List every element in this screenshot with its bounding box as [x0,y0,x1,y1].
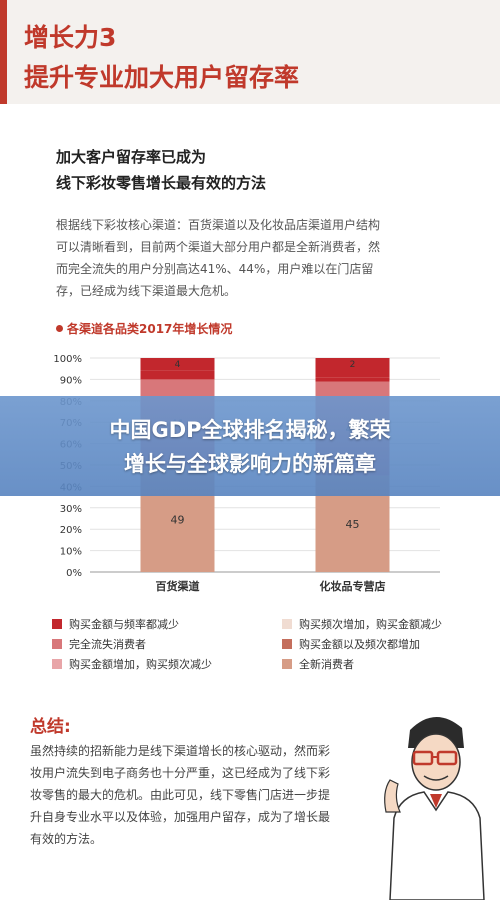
y-tick-label: 20% [60,525,82,536]
intro-line: 而完全流失的用户分别高达41%、44%，用户难以在门店留 [56,262,374,276]
chart-title: 各渠道各品类2017年增长情况 [56,320,232,337]
intro-line: 根据线下彩妆核心渠道：百货渠道以及化妆品店渠道用户结构 [56,218,381,232]
legend-item: 购买金额与频率都减少 [52,616,179,632]
header-title-line1: 增长力3 [24,23,117,52]
bar-segment [140,370,215,380]
subtitle-line2: 线下彩妆零售增长最有效的方法 [56,174,267,192]
header-accent-bar [0,0,7,104]
legend-swatch [282,659,292,669]
summary-paragraph: 虽然持续的招新能力是线下渠道增长的核心驱动，然而彩 妆用户流失到电子商务也十分严… [30,740,330,850]
summary-line: 妆用户流失到电子商务也十分严重，这已经成为了线下彩 [30,766,331,780]
legend-label: 购买频次增加，购买金额减少 [299,618,442,631]
legend-swatch [282,619,292,629]
overlay-banner: 中国GDP全球排名揭秘，繁荣 增长与全球影响力的新篇章 [0,396,500,496]
bar-top-label: 4 [175,360,181,370]
summary-line: 虽然持续的招新能力是线下渠道增长的核心驱动，然而彩 [30,744,331,758]
legend-swatch [52,659,62,669]
intro-paragraph: 根据线下彩妆核心渠道：百货渠道以及化妆品店渠道用户结构 可以清晰看到，目前两个渠… [56,214,380,302]
header-title-line2: 提升专业加大用户留存率 [24,63,300,92]
summary-line: 有效的方法。 [30,832,103,846]
bar-segment [140,358,215,371]
chart-title-text: 各渠道各品类2017年增长情况 [67,322,233,336]
intro-line: 存，已经成为线下渠道最大危机。 [56,284,237,298]
legend-label: 全新消费者 [299,658,354,671]
legend-item: 购买金额增加，购买频次减少 [52,656,212,672]
x-category-label: 化妆品专营店 [320,579,386,593]
banner-line2: 增长与全球影响力的新篇章 [124,452,376,476]
cartoon-presenter-illustration [384,716,485,900]
bar-segment [315,358,390,378]
bar-segment [315,377,390,382]
y-tick-label: 100% [53,354,82,365]
y-tick-label: 90% [60,375,82,386]
legend-swatch [282,639,292,649]
legend-label: 完全流失消费者 [69,638,146,651]
legend-label: 购买金额以及频次都增加 [299,638,420,651]
y-tick-label: 30% [60,504,82,515]
summary-line: 升自身专业水平以及体验，加强用户留存，成为了增长最 [30,810,331,824]
legend-item: 完全流失消费者 [52,636,146,652]
legend-swatch [52,639,62,649]
summary-title: 总结: [30,717,71,737]
bullet-dot-icon [56,325,63,332]
y-tick-label: 10% [60,547,82,558]
legend-swatch [52,619,62,629]
legend-label: 购买金额与频率都减少 [69,618,179,631]
y-tick-label: 0% [66,568,82,579]
subtitle-line1: 加大客户留存率已成为 [56,148,207,166]
legend-item: 购买金额以及频次都增加 [282,636,420,652]
legend-label: 购买金额增加，购买频次减少 [69,658,212,671]
legend-item: 购买频次增加，购买金额减少 [282,616,442,632]
header-section: 增长力3 提升专业加大用户留存率 [0,0,500,104]
summary-line: 妆零售的最大的危机。由此可见，线下零售门店进一步提 [30,788,331,802]
bar-value-label: 49 [171,514,185,527]
legend-item: 全新消费者 [282,656,354,672]
intro-line: 可以清晰看到，目前两个渠道大部分用户都是全新消费者，然 [56,240,381,254]
bar-value-label: 45 [346,518,360,531]
x-category-label: 百货渠道 [156,579,200,593]
bar-top-label: 2 [350,360,356,370]
banner-line1: 中国GDP全球排名揭秘，繁荣 [109,418,391,442]
